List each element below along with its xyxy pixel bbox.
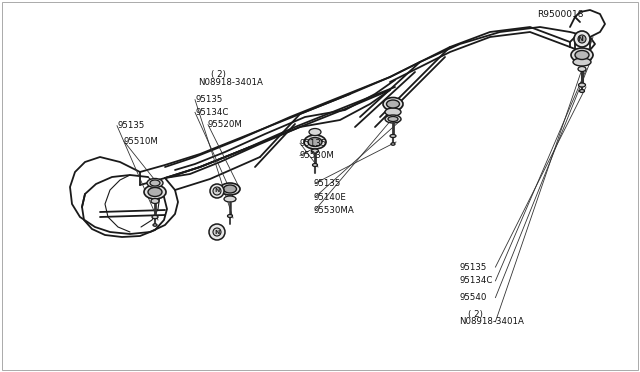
Text: 95530M: 95530M: [300, 151, 334, 160]
Ellipse shape: [312, 164, 317, 167]
Ellipse shape: [387, 100, 399, 108]
Ellipse shape: [312, 149, 319, 153]
Ellipse shape: [385, 108, 401, 116]
Ellipse shape: [573, 58, 591, 66]
Text: 95135: 95135: [300, 139, 327, 148]
Ellipse shape: [148, 187, 162, 196]
Text: N08918-3401A: N08918-3401A: [198, 78, 263, 87]
Text: 95520M: 95520M: [208, 120, 243, 129]
Ellipse shape: [575, 51, 589, 60]
Text: 95540: 95540: [460, 293, 487, 302]
Ellipse shape: [304, 135, 326, 149]
Text: ( 2): ( 2): [468, 310, 483, 319]
Ellipse shape: [147, 179, 163, 187]
Ellipse shape: [223, 185, 237, 193]
Circle shape: [209, 224, 225, 240]
Text: N08918-3401A: N08918-3401A: [460, 317, 524, 326]
Text: ( 2): ( 2): [211, 70, 226, 79]
Ellipse shape: [579, 83, 586, 87]
Ellipse shape: [144, 185, 166, 199]
Text: 95134C: 95134C: [195, 108, 228, 117]
Ellipse shape: [390, 135, 396, 138]
Ellipse shape: [152, 215, 158, 219]
Ellipse shape: [388, 116, 398, 122]
Circle shape: [578, 35, 586, 43]
Circle shape: [574, 31, 590, 47]
Ellipse shape: [309, 128, 321, 135]
Ellipse shape: [151, 199, 159, 203]
Circle shape: [213, 228, 221, 236]
Text: 95135: 95135: [314, 179, 341, 188]
Ellipse shape: [385, 115, 401, 123]
Ellipse shape: [579, 90, 584, 93]
Ellipse shape: [383, 97, 403, 110]
Circle shape: [210, 184, 224, 198]
Ellipse shape: [150, 180, 160, 186]
Text: 95140E: 95140E: [314, 193, 346, 202]
Text: 95134C: 95134C: [460, 276, 493, 285]
Text: R9500018: R9500018: [538, 10, 584, 19]
Ellipse shape: [571, 48, 593, 62]
Text: N: N: [577, 36, 583, 42]
Ellipse shape: [578, 67, 586, 71]
Text: 95530MA: 95530MA: [314, 206, 355, 215]
Ellipse shape: [224, 196, 236, 202]
Ellipse shape: [391, 143, 395, 145]
Text: 95510M: 95510M: [124, 137, 158, 146]
Ellipse shape: [153, 224, 157, 226]
Ellipse shape: [308, 138, 322, 147]
Circle shape: [213, 187, 221, 195]
Text: 95135: 95135: [117, 121, 145, 130]
Text: N: N: [214, 230, 220, 234]
Text: 95135: 95135: [195, 95, 223, 104]
Ellipse shape: [227, 215, 232, 218]
Text: N: N: [214, 189, 220, 193]
Text: 95135: 95135: [460, 263, 487, 272]
Ellipse shape: [220, 183, 240, 195]
